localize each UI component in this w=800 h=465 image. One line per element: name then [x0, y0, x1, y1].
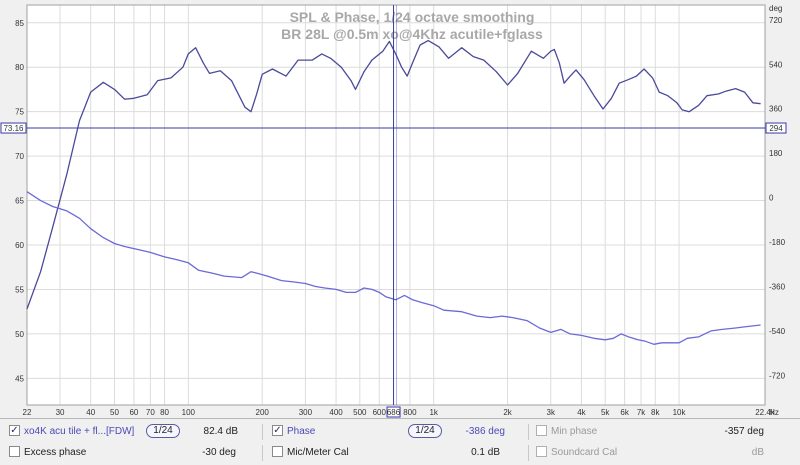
chart-area[interactable]: 22 30 40 50 60 70 80 100 200 300 400 500 600 686 800 1k…	[0, 0, 800, 418]
x-tick-label: 800	[403, 408, 417, 417]
plot-background	[27, 5, 765, 405]
min-phase-label: Min phase	[551, 426, 598, 437]
x-tick-label: 40	[86, 408, 95, 417]
legend-separator	[528, 424, 529, 440]
y-left-tick-label: 75	[15, 108, 24, 117]
cursor-x-label-box	[386, 406, 401, 418]
x-tick-label: 70	[146, 408, 155, 417]
spl-smoothing-button[interactable]: 1/24	[146, 424, 180, 438]
spl-trace-line	[26, 39, 761, 310]
x-tick-label: 5k	[601, 408, 610, 417]
x-tick-label: 60	[129, 408, 138, 417]
x-tick-label: 400	[329, 408, 343, 417]
y-right-unit-label: deg	[769, 4, 782, 13]
x-tick-label: 4k	[577, 408, 586, 417]
cursor-y-left-label: 73.16	[3, 124, 24, 133]
mic-cal-checkbox[interactable]	[272, 446, 283, 457]
phase-cursor-value: -386 deg	[465, 426, 505, 437]
x-tick-label: 10k	[673, 408, 687, 417]
x-tick-label: 8k	[651, 408, 660, 417]
x-tick-label: 200	[256, 408, 270, 417]
legend-panel: ✓ xo4K acu tile + fl...[FDW] 1/24 82.4 d…	[0, 418, 800, 465]
y-left-tick-label: 80	[15, 63, 24, 72]
spl-trace-name: xo4K acu tile + fl...[FDW]	[24, 426, 135, 437]
soundcard-cal-checkbox[interactable]	[536, 446, 547, 457]
phase-trace-line	[26, 191, 761, 345]
x-tick-label: 600	[373, 408, 387, 417]
legend-row-2: Excess phase -30 deg Mic/Meter Cal 0.1 d…	[0, 443, 800, 463]
x-tick-label: 3k	[547, 408, 556, 417]
x-tick-label: 22	[23, 408, 32, 417]
y-left-tick-label: 70	[15, 152, 24, 161]
y-right-tick-label: 0	[769, 194, 774, 203]
y-left-tick-label: 65	[15, 197, 24, 206]
y-right-tick-label: 720	[769, 16, 783, 25]
y-left-tick-label: 85	[15, 19, 24, 28]
cursor-y-left-box	[0, 122, 27, 134]
legend-separator	[262, 445, 263, 461]
chart-subtitle: BR 28L @0.5m xo@4Khz acutile+fglass	[281, 26, 543, 42]
phase-smoothing-button[interactable]: 1/24	[408, 424, 442, 438]
x-tick-label: 1k	[429, 408, 438, 417]
cursor-x-label: 686	[387, 408, 401, 417]
cursor-y-right-box	[765, 122, 787, 134]
x-tick-label: 100	[182, 408, 196, 417]
y-left-tick-label: 45	[15, 374, 24, 383]
x-tick-label: 6k	[620, 408, 629, 417]
y-right-tick-label: 360	[769, 105, 783, 114]
x-tick-label: 50	[110, 408, 119, 417]
x-tick-label: 300	[299, 408, 313, 417]
chart-title: SPL & Phase, 1/24 octave smoothing	[290, 9, 535, 25]
legend-row-1: ✓ xo4K acu tile + fl...[FDW] 1/24 82.4 d…	[0, 422, 800, 442]
y-left-tick-label: 60	[15, 241, 24, 250]
spl-checkbox[interactable]: ✓	[9, 425, 20, 436]
mic-cal-value: 0.1 dB	[471, 447, 500, 458]
min-phase-value: -357 deg	[724, 426, 764, 437]
spl-cursor-value: 82.4 dB	[203, 426, 238, 437]
cursor-y-right-label: 294	[769, 124, 783, 133]
phase-checkbox[interactable]: ✓	[272, 425, 283, 436]
x-tick-label: 500	[353, 408, 367, 417]
min-phase-checkbox[interactable]	[536, 425, 547, 436]
y-right-tick-label: 540	[769, 60, 783, 69]
x-tick-label: 2k	[503, 408, 512, 417]
excess-phase-label: Excess phase	[24, 447, 87, 458]
x-unit-label: Hz	[769, 408, 779, 417]
y-right-tick-label: -180	[769, 238, 786, 247]
excess-phase-checkbox[interactable]	[9, 446, 20, 457]
x-tick-label: 22.4k	[755, 408, 776, 417]
excess-phase-value: -30 deg	[202, 447, 236, 458]
soundcard-cal-value: dB	[751, 447, 764, 458]
legend-separator	[528, 445, 529, 461]
x-tick-label: 80	[160, 408, 169, 417]
spl-phase-chart[interactable]: 22 30 40 50 60 70 80 100 200 300 400 500 600 686 800 1k…	[0, 0, 800, 418]
plot-frame	[26, 4, 766, 406]
legend-separator	[262, 424, 263, 440]
x-tick-label: 7k	[637, 408, 646, 417]
y-right-tick-label: -720	[769, 371, 786, 380]
soundcard-cal-label: Soundcard Cal	[551, 447, 618, 458]
y-right-tick-label: -540	[769, 327, 786, 336]
y-left-tick-label: 55	[15, 285, 24, 294]
x-tick-label: 30	[56, 408, 65, 417]
phase-trace-name: Phase	[287, 426, 316, 437]
mic-cal-label: Mic/Meter Cal	[287, 447, 349, 458]
y-right-tick-label: -360	[769, 282, 786, 291]
y-right-tick-label: 180	[769, 149, 783, 158]
y-left-tick-label: 50	[15, 330, 24, 339]
